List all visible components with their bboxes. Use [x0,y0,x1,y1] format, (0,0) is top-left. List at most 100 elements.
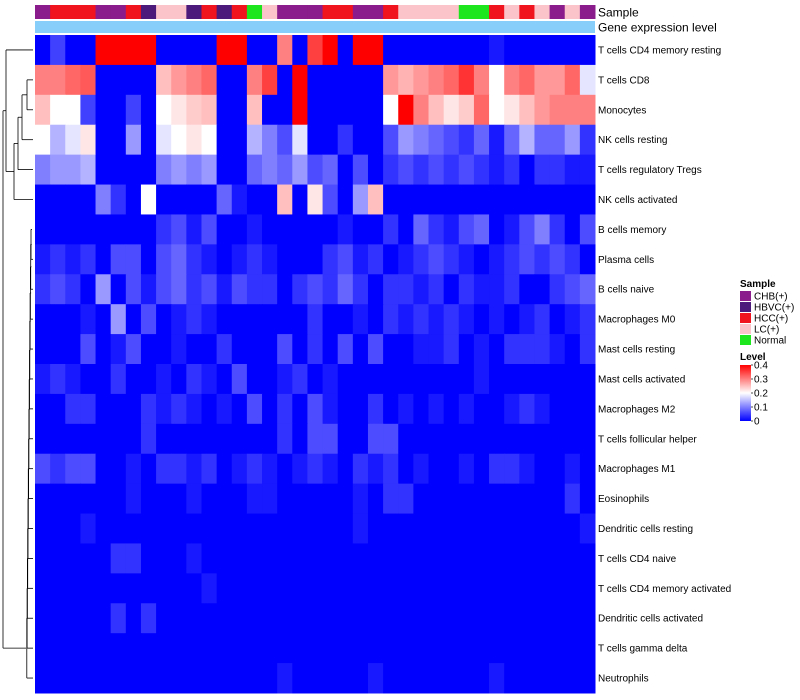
heatmap-cell [95,513,112,544]
heatmap-cell [428,94,445,126]
heatmap-cell [337,393,354,425]
heatmap-cell [579,64,596,96]
heatmap-cell [489,35,505,66]
sample-annotation-cell [50,5,66,19]
heatmap-cell [246,244,263,275]
heatmap-cell [140,423,157,455]
heatmap-cell [307,124,324,156]
heatmap-cell [383,393,399,425]
heatmap-cell [383,94,399,126]
heatmap-cell [156,214,172,245]
heatmap-cell [473,393,490,425]
heatmap-cell [140,453,157,485]
heatmap-cell [140,364,157,395]
heatmap-cell [367,633,384,664]
sample-annotation-cell [489,5,505,19]
heatmap-cell [534,364,551,395]
heatmap-cell [307,35,324,66]
heatmap-cell [367,513,384,544]
heatmap-cell [443,94,460,126]
heatmap-cell [549,334,566,365]
heatmap-cell [186,334,202,365]
heatmap-cell [398,184,414,215]
heatmap-cell [231,483,248,515]
heatmap-cell [277,453,293,485]
heatmap-cell [35,334,51,365]
heatmap-cell [216,453,233,485]
heatmap-cell [216,244,233,275]
heatmap-cell [125,64,142,96]
heatmap-cell [443,453,460,485]
heatmap-cell [65,124,81,156]
heatmap-cell [504,154,520,186]
heatmap-cell [65,453,81,485]
heatmap-cell [489,543,505,574]
legend-level-colorbar [740,365,751,421]
heatmap-cell [95,94,112,126]
heatmap-cell [262,334,278,365]
heatmap-cell [322,304,339,335]
heatmap-cell [292,513,308,544]
heatmap-cell [322,573,339,604]
heatmap-cell [231,663,248,694]
heatmap-cell [398,214,414,245]
heatmap-cell [504,244,520,275]
heatmap-cell [564,304,581,335]
heatmap-cell [277,423,293,455]
heatmap-cell [564,513,581,544]
heatmap-cell [489,184,505,215]
heatmap-cell [50,274,66,305]
heatmap-cell [277,543,293,574]
heatmap-cell [473,154,490,186]
heatmap-cell [534,124,551,156]
heatmap-cell [489,334,505,365]
sample-annotation-cell [367,5,384,19]
heatmap-cell [186,633,202,664]
heatmap-cell [110,543,127,574]
heatmap-cell [35,35,51,66]
heatmap-cell [171,453,187,485]
heatmap-cell [65,663,81,694]
heatmap-cell [519,543,535,574]
heatmap-cell [352,543,369,574]
heatmap-cell [80,483,97,515]
heatmap-cell [110,124,127,156]
heatmap-cell [398,304,414,335]
heatmap-cell [307,274,324,305]
heatmap-cell [246,603,263,634]
heatmap-cell [50,423,66,455]
heatmap-cell [171,603,187,634]
heatmap-cell [277,244,293,275]
heatmap-cell [262,513,278,544]
heatmap-cell [262,154,278,186]
heatmap-cell [65,513,81,544]
heatmap-cell [156,35,172,66]
annotation-label-expression: Gene expression level [598,21,717,35]
heatmap-cell [489,663,505,694]
heatmap-cell [231,453,248,485]
row-label: Monocytes [598,105,646,116]
heatmap-cell [201,94,218,126]
heatmap-cell [579,543,596,574]
heatmap-cell [579,124,596,156]
heatmap-cell [201,573,218,604]
heatmap-cell [216,633,233,664]
heatmap-cell [534,423,551,455]
heatmap-cell [458,603,475,634]
heatmap-cell [564,184,581,215]
heatmap-cell [171,184,187,215]
heatmap-cell [35,184,51,215]
heatmap-cell [186,603,202,634]
heatmap-cell [35,633,51,664]
heatmap-cell [579,423,596,455]
heatmap-cell [125,124,142,156]
heatmap-cell [171,304,187,335]
row-label: Mast cells activated [598,374,685,385]
heatmap-cell [398,94,414,126]
heatmap-cell [171,393,187,425]
heatmap-cell [413,154,430,186]
heatmap-cell [322,274,339,305]
heatmap-cell [337,35,354,66]
heatmap-cell [216,513,233,544]
heatmap-cell [383,184,399,215]
